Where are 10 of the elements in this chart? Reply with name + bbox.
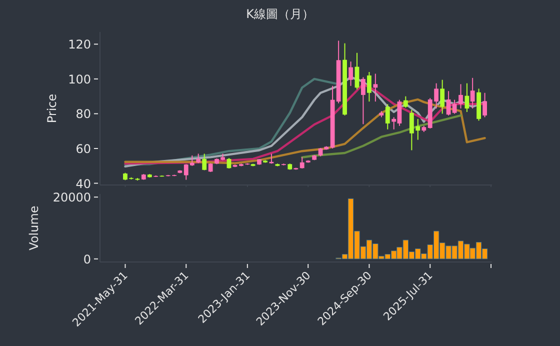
y-tick-label: 80 (76, 107, 91, 122)
chart-title: K線圖（月） (246, 7, 314, 21)
y-tick-label: 60 (76, 142, 91, 156)
y-axis-title: Volume (27, 206, 41, 250)
y-tick-label: 20000 (52, 190, 91, 205)
y-tick-label: 40 (76, 176, 91, 191)
y-tick-label: 100 (68, 72, 91, 86)
y-tick-label: 0 (83, 252, 91, 266)
y-axis-title: Price (45, 94, 59, 124)
y-tick-label: 120 (68, 38, 91, 52)
